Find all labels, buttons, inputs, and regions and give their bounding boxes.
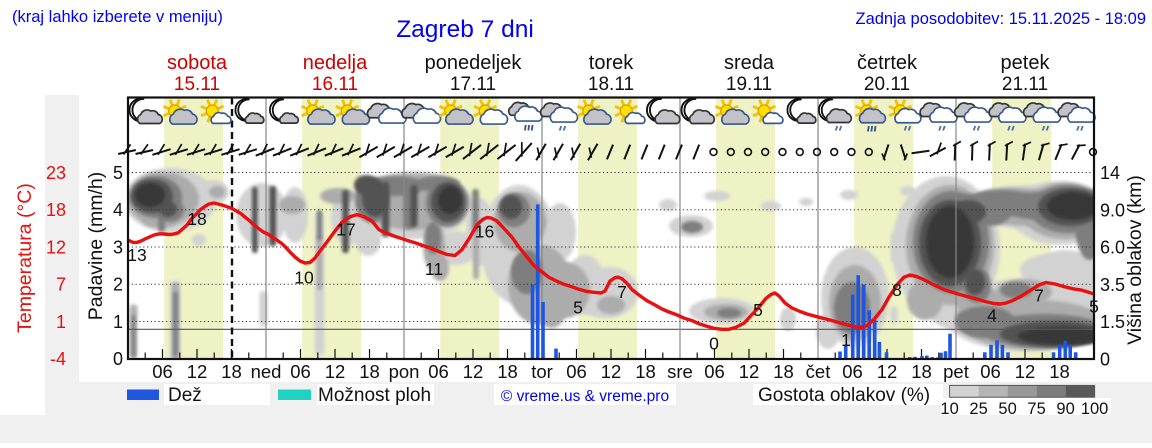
svg-text:četrtek: četrtek	[857, 52, 918, 74]
svg-text:Dež: Dež	[168, 385, 202, 406]
svg-text:12: 12	[739, 361, 760, 382]
svg-text:06: 06	[290, 361, 311, 382]
svg-text:06: 06	[980, 361, 1001, 382]
svg-text:Zadnja posodobitev: 15.11.2025: Zadnja posodobitev: 15.11.2025 - 18:09	[856, 10, 1147, 28]
svg-text:14: 14	[1100, 163, 1120, 183]
svg-text:25: 25	[969, 400, 987, 418]
svg-text:13: 13	[127, 245, 146, 265]
svg-text:18: 18	[497, 361, 518, 382]
svg-text:10: 10	[294, 268, 314, 288]
svg-text:3.5: 3.5	[1100, 275, 1125, 295]
svg-text:12: 12	[463, 361, 484, 382]
svg-text:100: 100	[1081, 400, 1109, 418]
svg-text:2: 2	[113, 275, 123, 295]
svg-text:06: 06	[566, 361, 587, 382]
svg-text:18: 18	[359, 361, 380, 382]
svg-text:4: 4	[113, 200, 123, 220]
svg-text:4: 4	[987, 306, 997, 326]
svg-text:18: 18	[1049, 361, 1070, 382]
svg-text:1.5: 1.5	[1100, 312, 1125, 332]
svg-text:sobota: sobota	[167, 52, 228, 74]
svg-text:17.11: 17.11	[450, 74, 496, 95]
svg-text:Temperatura (°C): Temperatura (°C)	[14, 183, 36, 333]
svg-text:23: 23	[46, 163, 66, 183]
svg-text:90: 90	[1056, 400, 1074, 418]
svg-text:1: 1	[841, 330, 851, 350]
svg-text:18: 18	[773, 361, 794, 382]
svg-text:(kraj lahko izberete v meniju): (kraj lahko izberete v meniju)	[12, 8, 223, 26]
svg-text:7: 7	[56, 275, 66, 295]
svg-text:5: 5	[573, 297, 583, 317]
svg-text:3: 3	[113, 237, 123, 257]
svg-text:12: 12	[187, 361, 208, 382]
svg-text:© vreme.us & vreme.pro: © vreme.us & vreme.pro	[501, 388, 669, 405]
svg-text:16.11: 16.11	[312, 74, 358, 95]
svg-text:06: 06	[842, 361, 863, 382]
svg-text:pon: pon	[389, 361, 420, 382]
svg-text:19.11: 19.11	[726, 74, 772, 95]
svg-text:8: 8	[892, 280, 902, 300]
svg-text:Možnost ploh: Možnost ploh	[318, 385, 431, 406]
svg-text:ponedeljek: ponedeljek	[425, 52, 523, 74]
svg-text:16: 16	[475, 222, 494, 242]
svg-text:1: 1	[113, 312, 123, 332]
svg-text:7: 7	[1034, 286, 1044, 306]
svg-text:21.11: 21.11	[1002, 74, 1048, 95]
svg-text:06: 06	[704, 361, 725, 382]
svg-text:sreda: sreda	[724, 52, 775, 74]
svg-text:11: 11	[425, 259, 443, 279]
svg-text:75: 75	[1027, 400, 1045, 418]
svg-text:15.11: 15.11	[174, 74, 220, 95]
svg-text:50: 50	[998, 400, 1016, 418]
svg-text:torek: torek	[589, 52, 634, 74]
svg-text:17: 17	[336, 220, 355, 240]
svg-text:tor: tor	[531, 361, 553, 382]
svg-text:20.11: 20.11	[864, 74, 910, 95]
svg-text:petek: petek	[1001, 52, 1051, 74]
svg-text:0: 0	[1100, 349, 1110, 369]
svg-text:čet: čet	[806, 361, 831, 382]
svg-text:1: 1	[56, 312, 66, 332]
svg-text:12: 12	[601, 361, 622, 382]
svg-text:ned: ned	[251, 361, 282, 382]
svg-text:-4: -4	[50, 349, 66, 369]
svg-text:Padavine (mm/h): Padavine (mm/h)	[85, 172, 107, 320]
svg-text:18: 18	[46, 200, 66, 220]
svg-text:18: 18	[911, 361, 932, 382]
svg-text:7: 7	[617, 282, 627, 302]
svg-text:06: 06	[152, 361, 173, 382]
svg-text:10: 10	[940, 400, 958, 418]
svg-text:18: 18	[221, 361, 242, 382]
svg-text:12: 12	[1015, 361, 1036, 382]
svg-text:12: 12	[877, 361, 898, 382]
svg-text:18: 18	[187, 209, 206, 229]
svg-text:5: 5	[753, 300, 763, 320]
svg-text:pet: pet	[943, 361, 969, 382]
svg-text:sre: sre	[667, 361, 693, 382]
svg-text:5: 5	[113, 163, 123, 183]
svg-text:18.11: 18.11	[588, 74, 634, 95]
svg-text:12: 12	[325, 361, 346, 382]
svg-text:6.0: 6.0	[1100, 238, 1125, 258]
svg-text:12: 12	[46, 237, 66, 257]
svg-text:0: 0	[709, 334, 719, 354]
svg-text:nedelja: nedelja	[303, 52, 368, 74]
svg-text:Višina oblakov (km): Višina oblakov (km)	[1124, 175, 1146, 345]
svg-text:18: 18	[635, 361, 656, 382]
svg-text:9.0: 9.0	[1100, 200, 1125, 220]
svg-text:Zagreb 7 dni: Zagreb 7 dni	[396, 16, 534, 43]
svg-text:Gostota oblakov (%): Gostota oblakov (%)	[758, 385, 930, 406]
svg-text:0: 0	[113, 349, 123, 369]
svg-text:06: 06	[428, 361, 449, 382]
